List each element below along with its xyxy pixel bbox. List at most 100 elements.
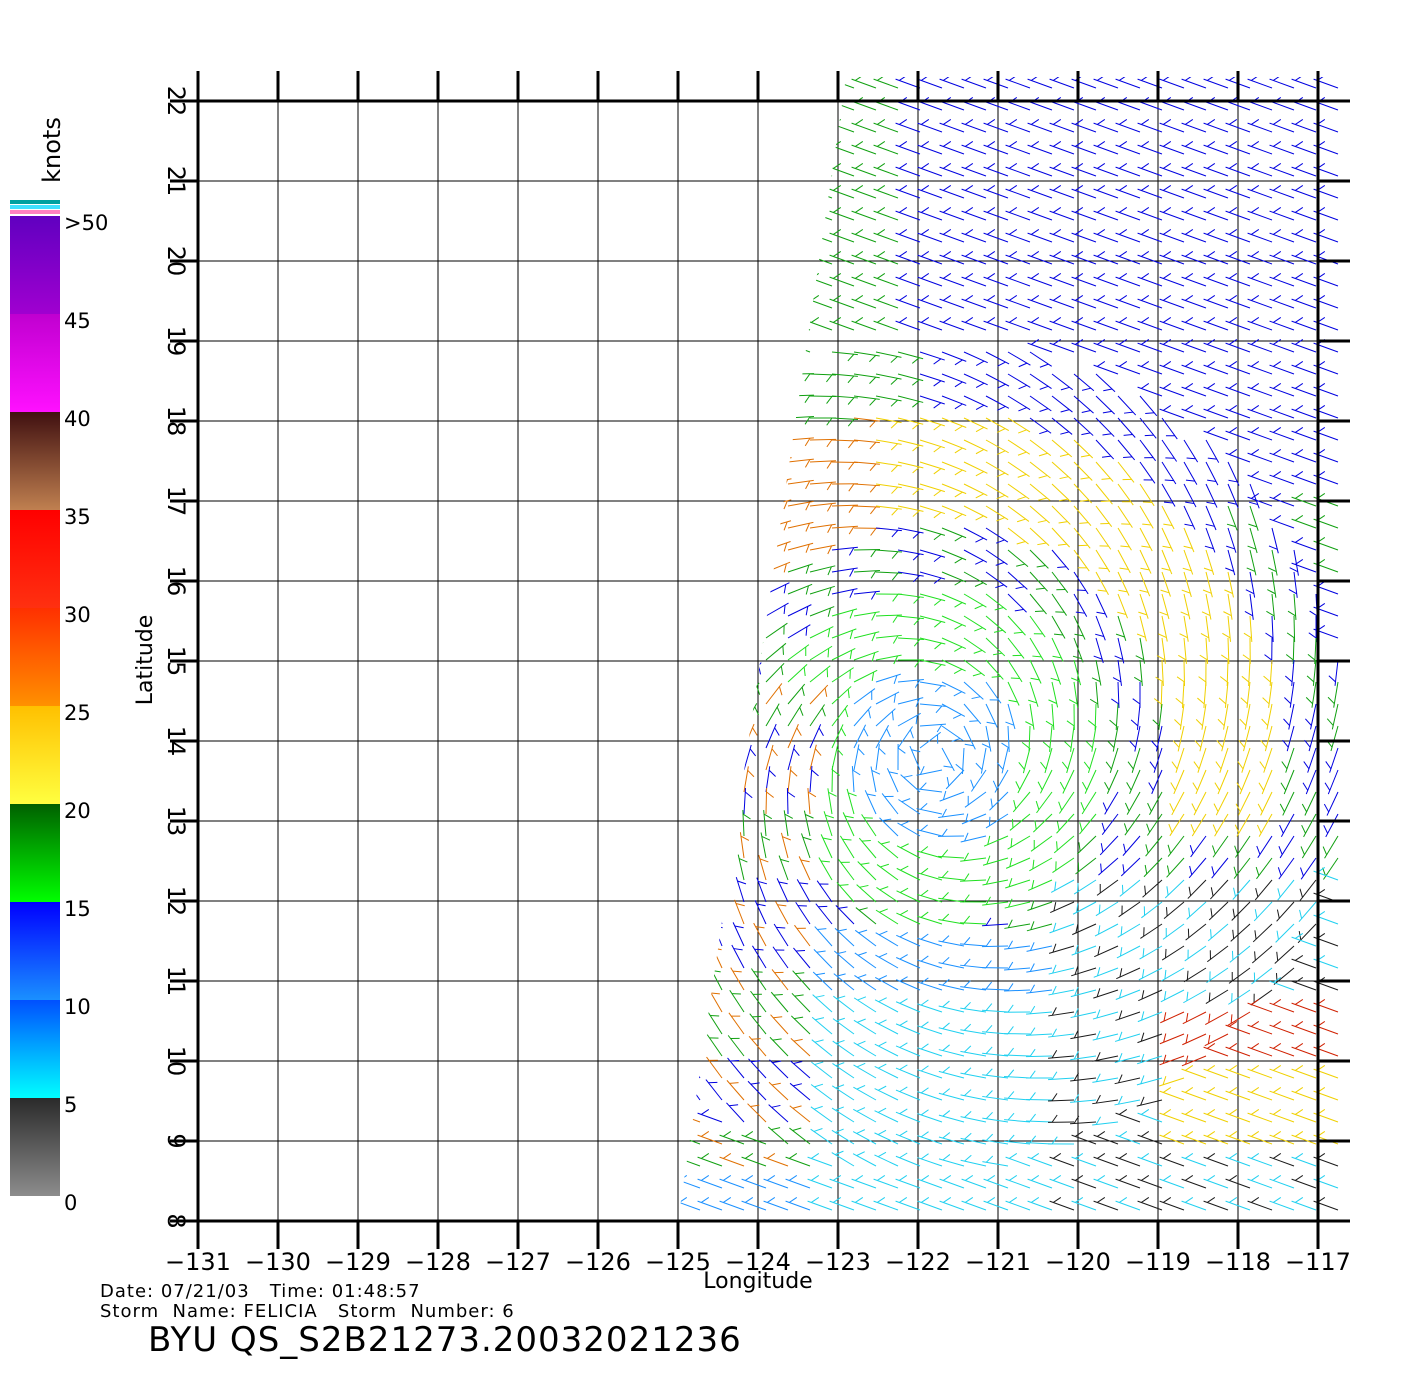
wind-barb <box>935 705 943 714</box>
wind-barb <box>942 1066 951 1073</box>
wind-vector <box>1093 232 1119 243</box>
map-grid <box>197 100 1319 1222</box>
wind-barb <box>1163 185 1172 191</box>
storm-number: 6 <box>502 1301 515 1322</box>
wind-vector <box>1051 681 1059 708</box>
wind-barb <box>996 428 1006 433</box>
wind-barb <box>1295 955 1304 961</box>
wind-vector <box>1181 298 1207 309</box>
wind-barb <box>954 580 963 586</box>
wind-vector <box>874 1132 899 1145</box>
wind-vector <box>787 563 813 573</box>
wind-vector <box>1227 505 1238 531</box>
wind-barb <box>1281 761 1288 770</box>
wind-barb <box>1013 631 1023 634</box>
wind-vector <box>1307 747 1317 773</box>
wind-barb <box>613 1175 620 1180</box>
wind-barb <box>842 838 852 841</box>
wind-vector <box>787 479 814 485</box>
wind-barb <box>1119 141 1128 147</box>
wind-vector <box>873 166 899 177</box>
wind-barb <box>848 462 855 470</box>
wind-barb <box>1257 803 1263 813</box>
wind-barb <box>761 835 771 841</box>
wind-barb <box>1039 385 1049 390</box>
wind-barb <box>975 360 985 366</box>
wind-barb <box>942 978 950 986</box>
wind-vector <box>719 1134 745 1145</box>
wind-vector <box>1203 1134 1229 1145</box>
wind-vector <box>917 937 943 947</box>
wind-vector <box>917 78 943 89</box>
wind-barb <box>1031 339 1040 345</box>
wind-vector <box>851 254 877 265</box>
wind-vector <box>1183 505 1196 530</box>
wind-barb <box>855 119 864 125</box>
wind-barb <box>1184 523 1194 527</box>
wind-barb <box>623 685 627 693</box>
wind-barb <box>642 728 647 736</box>
wind-vector <box>831 546 858 551</box>
wind-barb <box>1048 699 1057 704</box>
wind-vector <box>1095 593 1108 618</box>
wind-barb <box>1207 1087 1216 1093</box>
wind-barb <box>833 1197 842 1203</box>
wind-barb <box>933 511 942 519</box>
wind-vector <box>763 144 789 155</box>
wind-vector <box>1095 373 1116 393</box>
wind-vector <box>1051 373 1074 391</box>
wind-barb <box>605 600 607 609</box>
wind-vector <box>985 417 1010 431</box>
wind-vector <box>898 799 921 815</box>
wind-vector <box>735 877 745 903</box>
wind-vector <box>719 1156 745 1167</box>
wind-barb <box>912 488 920 496</box>
wind-barb <box>1029 1048 1036 1057</box>
wind-vector <box>709 966 723 991</box>
wind-barb <box>717 560 720 570</box>
wind-vector <box>919 373 945 383</box>
lon-tick-label: −121 <box>965 1248 1031 1276</box>
wind-vector <box>1017 769 1031 794</box>
wind-vector <box>1159 1055 1185 1066</box>
wind-vector <box>831 1152 855 1167</box>
wind-vector <box>833 950 855 969</box>
wind-vector <box>897 571 924 577</box>
wind-vector <box>588 255 612 264</box>
wind-vector <box>610 453 634 462</box>
wind-vector <box>1249 571 1256 598</box>
wind-barb <box>1097 1131 1106 1137</box>
wind-vector <box>1093 1200 1119 1211</box>
wind-barb <box>1021 742 1030 749</box>
wind-barb <box>1059 498 1069 502</box>
wind-vector <box>1327 769 1339 795</box>
wind-vector <box>566 277 590 286</box>
wind-barb <box>758 880 768 885</box>
wind-barb <box>1185 361 1194 367</box>
wind-barb <box>914 679 921 688</box>
wind-vector <box>961 166 987 177</box>
wind-barb <box>657 207 664 212</box>
wind-barb <box>751 1038 761 1040</box>
wind-vector <box>916 769 943 776</box>
wind-barb <box>877 1107 887 1113</box>
wind-barb <box>988 816 991 826</box>
wind-barb <box>1232 908 1236 918</box>
wind-vector <box>743 392 770 397</box>
wind-barb <box>992 780 998 790</box>
wind-vector <box>741 166 767 177</box>
wind-barb <box>1251 493 1260 499</box>
wind-barb <box>602 663 605 671</box>
wind-vector <box>1298 901 1317 922</box>
wind-barb <box>1218 697 1227 705</box>
wind-vector <box>634 619 651 638</box>
wind-barb <box>1226 523 1236 528</box>
wind-vector <box>721 766 728 793</box>
wind-barb <box>870 528 877 536</box>
wind-barb <box>827 648 830 658</box>
wind-vector <box>809 704 825 727</box>
wind-barb <box>1009 119 1018 125</box>
wind-barb <box>723 77 732 81</box>
wind-vector <box>1205 461 1219 486</box>
wind-barb <box>1054 881 1057 891</box>
